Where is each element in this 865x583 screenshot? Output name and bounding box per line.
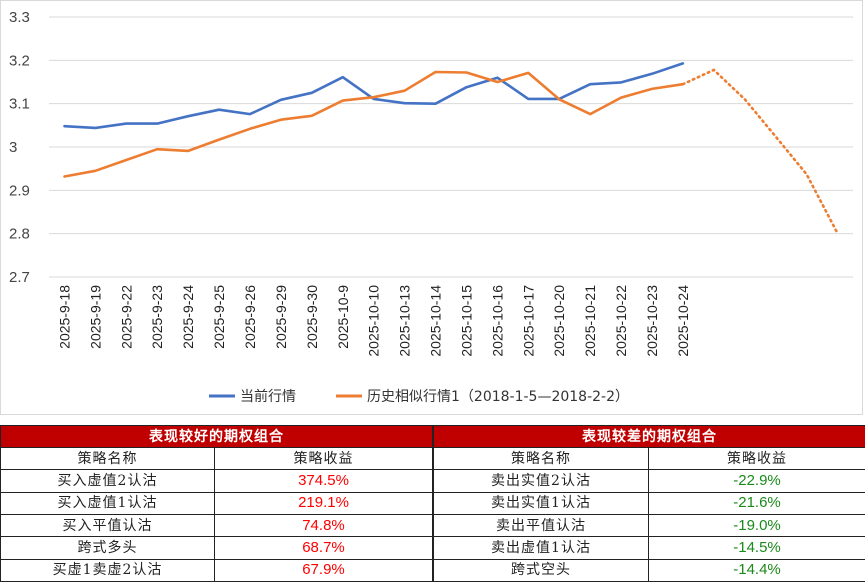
legend: 当前行情 历史相似行情1（2018-1-5—2018-2-2） bbox=[209, 388, 629, 405]
x-tick-label: 2025-10-24 bbox=[675, 285, 691, 357]
x-tick-label: 2025-9-29 bbox=[273, 285, 289, 349]
x-tick-label: 2025-10-9 bbox=[335, 285, 351, 349]
x-tick-labels: 2025-9-18 2025-9-19 2025-9-22 2025-9-23 2025… bbox=[56, 285, 690, 357]
table-row: 卖出虚值1认沽 -14.5% bbox=[433, 536, 865, 560]
bad-combos-table: 表现较差的期权组合 策略名称 策略收益 卖出实值2认沽 -22.9% 卖出实值1认沽 -2… bbox=[433, 425, 865, 583]
y-tick-label: 3.3 bbox=[9, 9, 30, 26]
y-tick-label: 3.1 bbox=[9, 96, 30, 113]
legend-label-1: 历史相似行情1（2018-1-5—2018-2-2） bbox=[367, 389, 629, 405]
header-strategy-name: 策略名称 bbox=[433, 446, 649, 471]
series-lines bbox=[63, 62, 839, 235]
table-row: 卖出平值认沽 -19.0% bbox=[433, 513, 865, 538]
strategy-name: 卖出实值2认沽 bbox=[433, 469, 649, 493]
x-tick-label: 2025-10-15 bbox=[458, 285, 474, 357]
strategy-name: 买虚1卖虚2认沽 bbox=[0, 558, 215, 583]
strategy-name: 买入虚值2认沽 bbox=[0, 469, 215, 493]
good-combos-table: 表现较好的期权组合 策略名称 策略收益 买入虚值2认沽 374.5% 买入虚值1认沽 21… bbox=[0, 425, 433, 583]
y-tick-label: 2.8 bbox=[9, 226, 30, 243]
strategy-return: -22.9% bbox=[648, 469, 865, 493]
table-row: 买入虚值2认沽 374.5% bbox=[0, 469, 433, 493]
table-row: 跨式多头 68.7% bbox=[0, 536, 433, 560]
x-tick-label: 2025-10-21 bbox=[582, 285, 598, 357]
series-line-1-projection bbox=[681, 68, 839, 235]
strategy-return: -19.0% bbox=[648, 513, 865, 538]
x-tick-label: 2025-9-30 bbox=[304, 285, 320, 349]
x-tick-label: 2025-10-17 bbox=[520, 285, 536, 357]
header-strategy-name: 策略名称 bbox=[0, 446, 215, 471]
series-line-1 bbox=[63, 70, 685, 178]
table-row: 买入虚值1认沽 219.1% bbox=[0, 491, 433, 515]
x-tick-label: 2025-9-23 bbox=[149, 285, 165, 349]
x-tick-label: 2025-10-13 bbox=[397, 285, 413, 357]
x-tick-label: 2025-10-23 bbox=[644, 285, 660, 357]
strategy-name: 卖出平值认沽 bbox=[433, 513, 649, 538]
strategy-name: 卖出实值1认沽 bbox=[433, 491, 649, 515]
table-row: 跨式空头 -14.4% bbox=[433, 558, 865, 583]
header-strategy-return: 策略收益 bbox=[648, 446, 865, 471]
x-tick-label: 2025-9-26 bbox=[242, 285, 258, 349]
x-tick-label: 2025-10-14 bbox=[428, 285, 444, 357]
x-tick-label: 2025-9-18 bbox=[56, 285, 72, 349]
legend-label-0: 当前行情 bbox=[240, 388, 296, 405]
table-row: 卖出实值1认沽 -21.6% bbox=[433, 491, 865, 515]
strategy-name: 卖出虚值1认沽 bbox=[433, 536, 649, 560]
chart-frame: 2.7 2.8 2.9 3 3.1 3.2 3.3 2025-9-18 2025-9-19 20… bbox=[0, 0, 863, 415]
strategy-return: 74.8% bbox=[214, 513, 433, 538]
strategy-return: 67.9% bbox=[214, 558, 433, 583]
strategy-return: -21.6% bbox=[648, 491, 865, 515]
strategy-return: 219.1% bbox=[214, 491, 433, 515]
line-chart: 2.72.82.933.13.23.3 2025-9-18 2025-9-19 20… bbox=[9, 9, 853, 405]
y-tick-labels: 2.7 2.8 2.9 3 3.1 3.2 3.3 bbox=[9, 9, 30, 286]
table-row: 卖出实值2认沽 -22.9% bbox=[433, 469, 865, 493]
series-line-0 bbox=[63, 62, 685, 130]
y-tick-label: 2.7 bbox=[9, 269, 30, 286]
x-tick-label: 2025-10-22 bbox=[613, 285, 629, 357]
strategy-name: 买入平值认沽 bbox=[0, 513, 215, 538]
y-tick-label: 3 bbox=[9, 139, 17, 156]
header-strategy-return: 策略收益 bbox=[214, 446, 433, 471]
option-tables: 表现较好的期权组合 策略名称 策略收益 买入虚值2认沽 374.5% 买入虚值1认沽 21… bbox=[0, 425, 865, 583]
x-tick-label: 2025-10-10 bbox=[366, 285, 382, 357]
strategy-return: -14.5% bbox=[648, 536, 865, 560]
strategy-name: 跨式空头 bbox=[433, 558, 649, 583]
x-tick-label: 2025-10-16 bbox=[489, 285, 505, 357]
strategy-name: 跨式多头 bbox=[0, 536, 215, 560]
table-row: 买入平值认沽 74.8% bbox=[0, 513, 433, 538]
strategy-name: 买入虚值1认沽 bbox=[0, 491, 215, 515]
strategy-return: 374.5% bbox=[214, 469, 433, 493]
bad-table-body: 策略名称 策略收益 卖出实值2认沽 -22.9% 卖出实值1认沽 -21.6% 卖出平值认沽… bbox=[433, 446, 865, 583]
x-tick-label: 2025-9-22 bbox=[118, 285, 134, 349]
y-tick-label: 2.9 bbox=[9, 182, 30, 199]
grid-lines bbox=[49, 16, 853, 278]
good-table-body: 策略名称 策略收益 买入虚值2认沽 374.5% 买入虚值1认沽 219.1% 买入平值认沽… bbox=[0, 446, 433, 583]
bad-table-title: 表现较差的期权组合 bbox=[433, 425, 865, 448]
strategy-return: -14.4% bbox=[648, 558, 865, 583]
x-tick-label: 2025-10-20 bbox=[551, 285, 567, 357]
good-table-title: 表现较好的期权组合 bbox=[0, 425, 433, 448]
table-row: 买虚1卖虚2认沽 67.9% bbox=[0, 558, 433, 583]
y-tick-label: 3.2 bbox=[9, 52, 30, 69]
x-tick-label: 2025-9-24 bbox=[180, 285, 196, 349]
x-tick-label: 2025-9-19 bbox=[87, 285, 103, 349]
x-tick-label: 2025-9-25 bbox=[211, 285, 227, 349]
strategy-return: 68.7% bbox=[214, 536, 433, 560]
